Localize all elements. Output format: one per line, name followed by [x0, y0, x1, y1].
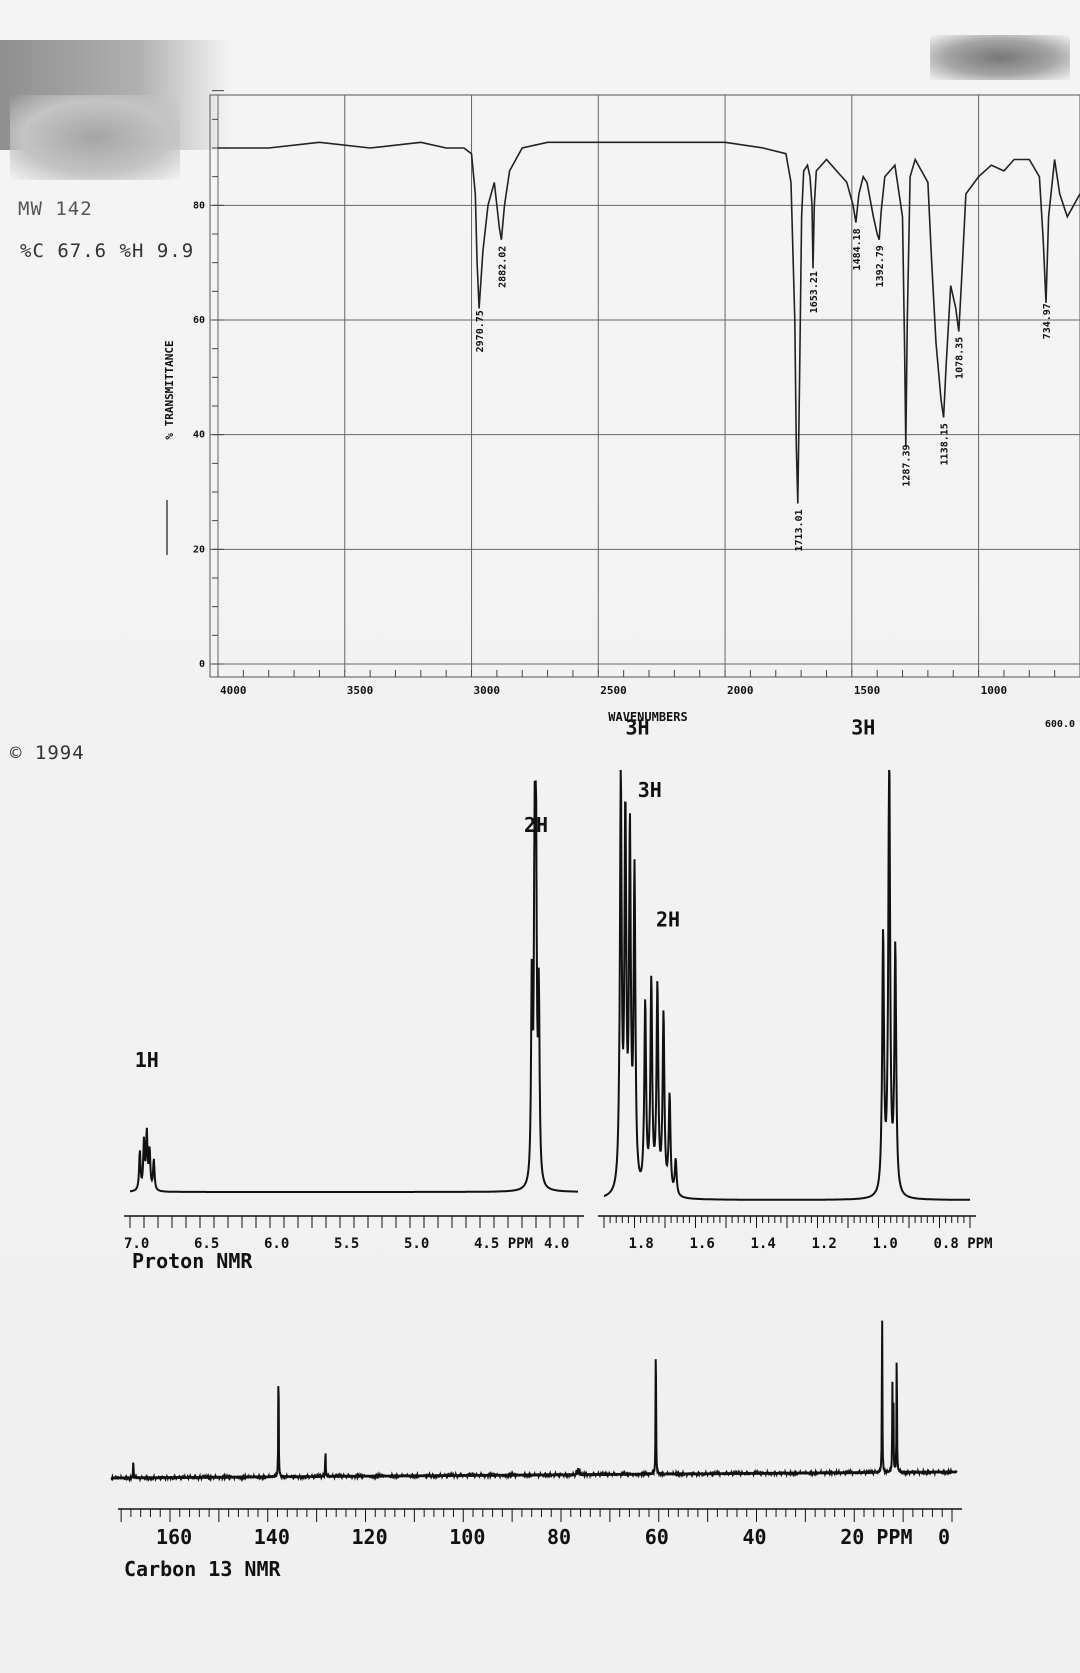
proton-nmr-integration-label: 1H: [135, 1048, 159, 1072]
ir-x-tick-label: 2000: [727, 684, 754, 697]
proton-nmr-tick-label: 5.5: [334, 1236, 359, 1252]
redacted-corner-label: [930, 35, 1070, 80]
carbon-nmr-trace: [110, 1320, 958, 1483]
proton-nmr-tick-label: 6.0: [264, 1236, 289, 1252]
carbon-nmr-tick-label: 60: [645, 1525, 669, 1549]
carbon-nmr-title: Carbon 13 NMR: [124, 1557, 281, 1581]
proton-nmr-tick-label: 7.0: [124, 1236, 149, 1252]
carbon-nmr-tick-label: 160: [156, 1525, 192, 1549]
proton-nmr-trace-left: [129, 780, 578, 1193]
ir-peak-label: 734.97: [1042, 303, 1053, 339]
proton-nmr-tick-label: 6.5: [194, 1236, 219, 1252]
proton-nmr-tick-label: 1.8: [629, 1236, 654, 1252]
ir-y-tick-label: 20: [193, 544, 205, 555]
proton-nmr-integrations: 1H 2H 3H 3H 2H 3H: [135, 715, 876, 1072]
proton-nmr-trace-right: [603, 769, 970, 1201]
redacted-title-block: [10, 95, 180, 180]
ir-x-tick-label: 1500: [854, 684, 881, 697]
ir-plot-border: [209, 94, 1080, 678]
carbon-nmr-tick-label: 0: [938, 1525, 950, 1549]
proton-nmr-tick-label: 4.5 PPM: [474, 1236, 533, 1252]
ir-x-end-label: 600.0: [1045, 719, 1075, 730]
ir-peak-label: 1653.21: [809, 271, 820, 313]
proton-nmr-integration-label: 3H: [626, 715, 650, 739]
ir-x-tick-label: 4000: [220, 684, 247, 697]
proton-nmr-tick-label: 4.0: [544, 1236, 569, 1252]
elemental-composition: %C 67.6 %H 9.9: [20, 240, 195, 262]
ir-transmittance-trace: [218, 141, 1080, 504]
proton-nmr-integration-label: 3H: [638, 778, 662, 802]
proton-nmr-axis-right: 1.8 1.6 1.4 1.2 1.0 0.8 PPM: [598, 1215, 993, 1252]
ir-chart: 0 20 40 60 80 4000 3500 3000 2500 2000 1500 1000 60…: [163, 90, 1080, 730]
ir-peak-label: 1392.79: [875, 245, 886, 287]
proton-nmr-integration-label: 3H: [851, 715, 875, 739]
proton-nmr-integration-label: 2H: [524, 813, 548, 837]
carbon-nmr-chart: 160 140 120 100 80 60 40 20 PPM 0 Carbon 13 NMR: [110, 1320, 962, 1581]
molecular-weight: MW 142: [18, 198, 93, 220]
proton-nmr-axis-left: 7.0 6.5 6.0 5.5 5.0 4.5 PPM 4.0: [124, 1215, 584, 1252]
carbon-nmr-tick-label: 80: [547, 1525, 571, 1549]
proton-nmr-tick-label: 0.8 PPM: [934, 1236, 993, 1252]
ir-y-ticks: 0 20 40 60 80: [193, 90, 224, 670]
carbon-nmr-tick-label: 100: [449, 1525, 485, 1549]
copyright-notice: © 1994: [10, 742, 85, 764]
proton-nmr-tick-label: 1.4: [751, 1236, 776, 1252]
proton-nmr-chart: 7.0 6.5 6.0 5.5 5.0 4.5 PPM 4.0 1.8 1.6 1.4 1.2 1.…: [124, 715, 993, 1273]
carbon-nmr-axis: 160 140 120 100 80 60 40 20 PPM 0: [118, 1508, 962, 1549]
proton-nmr-tick-label: 1.2: [812, 1236, 837, 1252]
carbon-nmr-tick-label: 20 PPM: [840, 1525, 912, 1549]
carbon-nmr-tick-label: 40: [743, 1525, 767, 1549]
ir-y-tick-label: 80: [193, 200, 205, 211]
proton-nmr-title: Proton NMR: [132, 1249, 253, 1273]
ir-peak-label: 1713.01: [794, 509, 805, 551]
ir-peak-label: 1287.39: [902, 445, 913, 487]
ir-y-tick-label: 0: [199, 659, 205, 670]
ir-peak-label: 1138.15: [940, 423, 951, 465]
proton-nmr-tick-label: 1.6: [690, 1236, 715, 1252]
ir-x-tick-label: 2500: [600, 684, 627, 697]
ir-peak-label: 2882.02: [497, 246, 508, 288]
carbon-nmr-tick-label: 120: [352, 1525, 388, 1549]
ir-x-tick-label: 1000: [981, 684, 1008, 697]
ir-x-axis-label: WAVENUMBERS: [608, 710, 687, 724]
ir-x-ticks: 4000 3500 3000 2500 2000 1500 1000 600.0: [217, 670, 1075, 730]
proton-nmr-integration-label: 2H: [656, 907, 680, 931]
ir-peak-label: 1484.18: [852, 228, 863, 270]
ir-peak-label: 2970.75: [475, 310, 486, 352]
proton-nmr-tick-label: 5.0: [404, 1236, 429, 1252]
carbon-nmr-tick-label: 140: [254, 1525, 290, 1549]
ir-x-tick-label: 3500: [347, 684, 374, 697]
ir-peak-label: 1078.35: [955, 337, 966, 379]
ir-gridlines: [210, 95, 1080, 672]
ir-x-tick-label: 3000: [474, 684, 501, 697]
proton-nmr-tick-label: 1.0: [873, 1236, 898, 1252]
ir-y-tick-label: 40: [193, 430, 205, 441]
ir-y-axis-label: % TRANSMITTANCE: [163, 340, 176, 439]
ir-y-tick-label: 60: [193, 315, 205, 326]
ir-peak-labels: 2970.75 2882.02 1713.01 1653.21 1484.18 1392.…: [475, 228, 1053, 551]
